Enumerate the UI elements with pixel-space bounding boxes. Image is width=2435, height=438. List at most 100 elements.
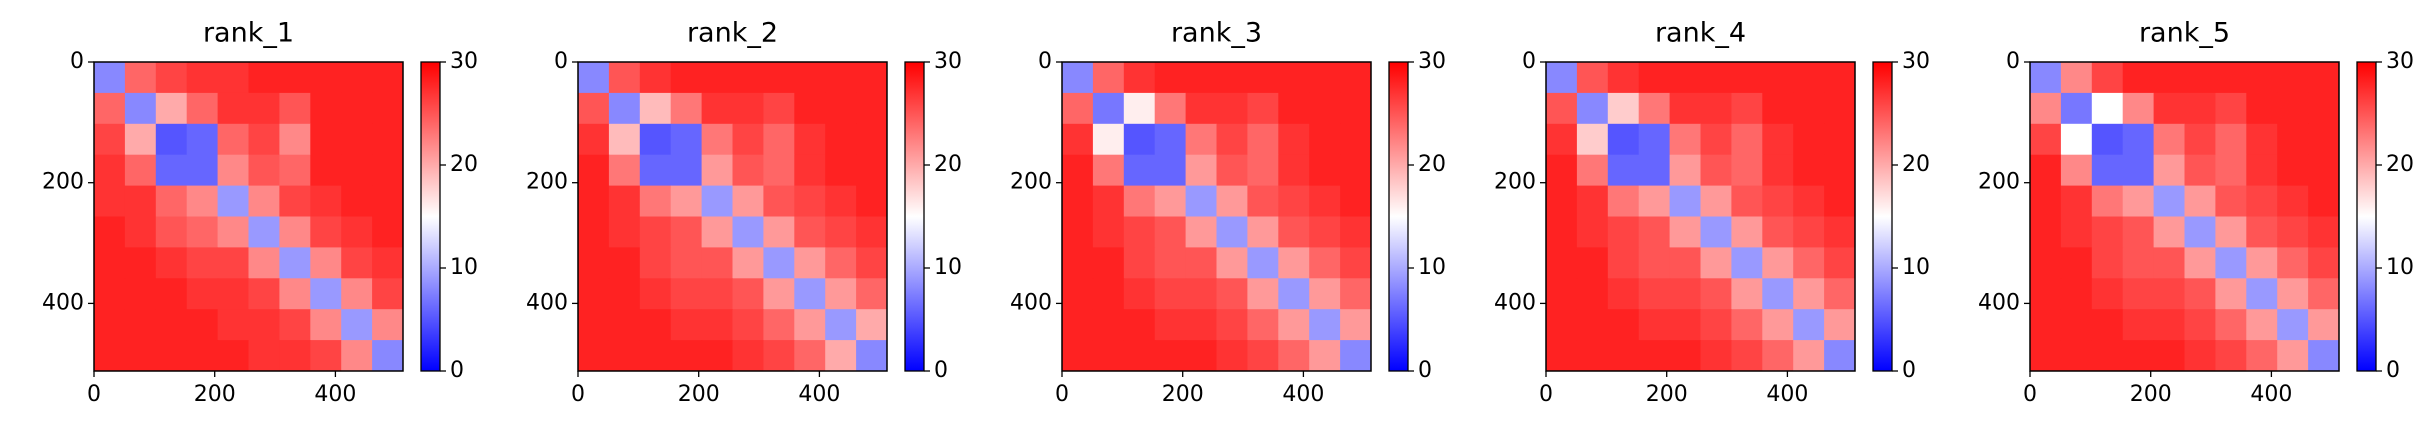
heatmap-cell bbox=[1669, 247, 1701, 279]
heatmap-cell bbox=[2277, 278, 2309, 310]
heatmap-cell bbox=[2060, 92, 2093, 125]
heatmap-cell bbox=[1669, 92, 1701, 125]
heatmap-cell bbox=[1309, 92, 1341, 125]
heatmap-cell bbox=[856, 92, 888, 125]
heatmap-cell bbox=[2246, 340, 2278, 372]
colorbar-tick-label: 0 bbox=[934, 358, 948, 383]
heatmap-cell bbox=[1546, 278, 1578, 310]
heatmap-cell bbox=[1638, 247, 1671, 279]
heatmap-cell bbox=[1731, 185, 1763, 217]
heatmap-cell bbox=[794, 340, 826, 372]
colorbar-tick-label: 30 bbox=[2386, 49, 2414, 74]
heatmap-cell bbox=[1669, 278, 1701, 310]
heatmap-cell bbox=[155, 309, 188, 341]
heatmap-cell bbox=[1123, 154, 1156, 187]
heatmap-cell bbox=[279, 216, 311, 248]
heatmap-cell bbox=[1123, 62, 1156, 94]
heatmap-cell bbox=[2246, 92, 2278, 125]
heatmap-cell bbox=[279, 309, 311, 341]
heatmap-cell bbox=[763, 247, 795, 279]
heatmap-cell bbox=[1576, 62, 1609, 94]
colorbar-tick-label: 30 bbox=[1418, 49, 1446, 74]
heatmap-cell bbox=[124, 216, 157, 248]
heatmap-cell bbox=[94, 247, 126, 279]
heatmap-cell bbox=[1638, 185, 1671, 217]
heatmap-cell bbox=[1062, 340, 1094, 372]
colorbar bbox=[1872, 61, 1893, 372]
heatmap-cell bbox=[1123, 309, 1156, 341]
heatmap-cell bbox=[1278, 185, 1310, 217]
heatmap-cell bbox=[124, 123, 157, 156]
heatmap-cell bbox=[1247, 154, 1279, 187]
heatmap-cell bbox=[670, 92, 703, 125]
heatmap-cell bbox=[1546, 154, 1578, 187]
heatmap-cell bbox=[1340, 185, 1372, 217]
heatmap-cell bbox=[1092, 247, 1125, 279]
heatmap-cell bbox=[608, 247, 641, 279]
heatmap-cell bbox=[1824, 185, 1856, 217]
heatmap-cell bbox=[670, 216, 703, 248]
heatmap-cell bbox=[186, 62, 219, 94]
heatmap-cell bbox=[1340, 154, 1372, 187]
heatmap-cell bbox=[1576, 216, 1609, 248]
heatmap-cell bbox=[2122, 309, 2155, 341]
heatmap-cell bbox=[732, 154, 764, 187]
heatmap-cell bbox=[372, 247, 404, 279]
heatmap-cell bbox=[701, 92, 733, 125]
heatmap-cell bbox=[1309, 340, 1341, 372]
heatmap-cell bbox=[856, 340, 888, 372]
heatmap-cell bbox=[2091, 154, 2124, 187]
heatmap-cell bbox=[732, 216, 764, 248]
heatmap-cell bbox=[670, 123, 703, 156]
heatmap-cell bbox=[794, 92, 826, 125]
heatmap-cell bbox=[608, 185, 641, 217]
heatmap-cell bbox=[2060, 247, 2093, 279]
heatmap-cell bbox=[2122, 92, 2155, 125]
heatmap-cell bbox=[2153, 92, 2185, 125]
heatmap-cell bbox=[701, 309, 733, 341]
heatmap-cell bbox=[701, 154, 733, 187]
heatmap-cell bbox=[608, 278, 641, 310]
heatmap-cell bbox=[1123, 340, 1156, 372]
heatmap-cell bbox=[1154, 278, 1187, 310]
heatmap-cell bbox=[1546, 309, 1578, 341]
heatmap-cell bbox=[1793, 278, 1825, 310]
heatmap-cell bbox=[794, 154, 826, 187]
heatmap-cell bbox=[1123, 185, 1156, 217]
x-tick-label: 400 bbox=[1766, 382, 1808, 407]
heatmap-cell bbox=[186, 340, 219, 372]
heatmap-cell bbox=[372, 92, 404, 125]
heatmap-cell bbox=[1793, 123, 1825, 156]
heatmap-cell bbox=[248, 92, 280, 125]
heatmap-cell bbox=[794, 247, 826, 279]
heatmap-cell bbox=[670, 185, 703, 217]
heatmap-cell bbox=[2277, 309, 2309, 341]
heatmap-cell bbox=[1185, 154, 1217, 187]
heatmap-cell bbox=[1669, 185, 1701, 217]
heatmap-cell bbox=[1309, 309, 1341, 341]
heatmap-cell bbox=[372, 62, 404, 94]
heatmap-cell bbox=[124, 92, 157, 125]
heatmap-cell bbox=[2184, 278, 2216, 310]
heatmap-cell bbox=[217, 278, 249, 310]
heatmap-cell bbox=[1309, 247, 1341, 279]
heatmap-cell bbox=[2184, 247, 2216, 279]
heatmap-cell bbox=[2215, 123, 2247, 156]
heatmap-cell bbox=[856, 216, 888, 248]
heatmap-cell bbox=[1793, 216, 1825, 248]
heatmap-cell bbox=[1340, 62, 1372, 94]
heatmap-cell bbox=[2215, 278, 2247, 310]
heatmap-cell bbox=[1154, 247, 1187, 279]
heatmap-cell bbox=[1092, 185, 1125, 217]
heatmap-cell bbox=[763, 309, 795, 341]
heatmap-cell bbox=[2060, 62, 2093, 94]
heatmap-cell bbox=[2122, 216, 2155, 248]
heatmap-cell bbox=[217, 340, 249, 372]
y-tick-label: 0 bbox=[1522, 49, 1536, 74]
heatmap-cell bbox=[701, 278, 733, 310]
colorbar-tick-label: 20 bbox=[450, 152, 478, 177]
heatmap-cell bbox=[2153, 185, 2185, 217]
heatmap-cell bbox=[1762, 123, 1794, 156]
heatmap-cell bbox=[310, 185, 342, 217]
heatmap-cell bbox=[639, 185, 672, 217]
